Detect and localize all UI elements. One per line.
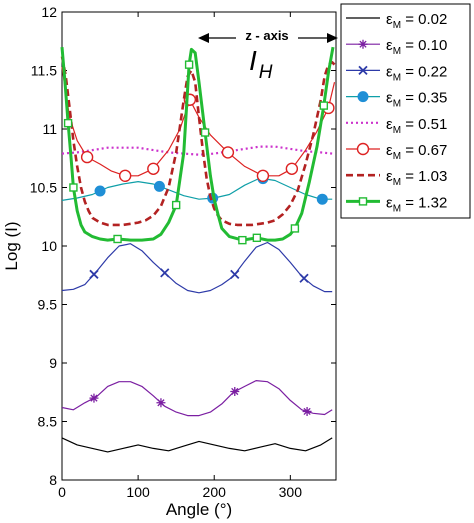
x-axis-label: Angle (°) xyxy=(166,500,232,519)
y-tick-label: 8.5 xyxy=(38,414,58,430)
z-axis-label: z - axis xyxy=(245,28,288,43)
circle-marker xyxy=(147,162,160,175)
dot-marker xyxy=(316,193,328,205)
series-7 xyxy=(60,46,335,245)
square-marker xyxy=(171,200,181,210)
series-line xyxy=(61,241,333,294)
square-marker xyxy=(358,197,368,206)
circle-marker xyxy=(356,142,370,156)
legend-entry: εM = 0.51 xyxy=(346,116,447,136)
y-axis-label: Log (I) xyxy=(2,221,21,270)
x-tick-label: 0 xyxy=(58,484,66,500)
y-tick-label: 9 xyxy=(49,355,57,371)
legend-entry: εM = 0.22 xyxy=(346,63,447,83)
x-marker xyxy=(160,268,170,278)
x-tick-label: 200 xyxy=(203,484,227,500)
series-line xyxy=(61,437,333,453)
circle-marker xyxy=(80,150,94,164)
x-tick-label: 300 xyxy=(279,484,303,500)
series-6 xyxy=(60,56,336,227)
series-line xyxy=(60,56,336,227)
star-marker xyxy=(302,406,312,416)
legend-label: εM = 0.10 xyxy=(386,37,447,57)
star-marker xyxy=(230,386,240,396)
circle-marker xyxy=(221,146,235,159)
z-axis-arrow-left-head xyxy=(198,33,209,43)
legend-entry: εM = 0.10 xyxy=(346,37,447,57)
z-axis-arrow-right-head xyxy=(327,33,338,43)
series-line xyxy=(61,177,333,201)
square-marker xyxy=(319,101,329,110)
x-marker xyxy=(89,269,99,279)
square-marker xyxy=(69,183,78,192)
square-marker xyxy=(184,60,194,69)
series-line xyxy=(61,145,333,156)
series-line xyxy=(61,380,333,417)
legend-label: εM = 0.35 xyxy=(386,90,447,110)
legend-entry: εM = 1.03 xyxy=(346,168,447,188)
legend-entry: εM = 0.35 xyxy=(346,90,447,110)
y-tick-label: 10.5 xyxy=(30,180,57,196)
square-marker xyxy=(63,118,73,128)
legend-label: εM = 1.03 xyxy=(386,168,447,188)
legend-label: εM = 1.32 xyxy=(386,194,447,214)
x-tick-label: 100 xyxy=(126,484,150,500)
series-line xyxy=(60,46,335,242)
x-marker xyxy=(299,273,309,283)
series-2 xyxy=(61,241,333,294)
y-tick-label: 8 xyxy=(49,472,57,488)
star-marker xyxy=(358,39,368,49)
y-tick-label: 9.5 xyxy=(38,297,58,313)
legend-entry: εM = 1.32 xyxy=(346,194,447,214)
y-tick-label: 10 xyxy=(41,238,57,254)
dot-marker xyxy=(357,91,369,103)
circle-marker xyxy=(118,169,132,183)
legend xyxy=(340,3,471,219)
square-marker xyxy=(252,233,262,243)
y-tick-label: 11 xyxy=(42,121,57,137)
legend-label: εM = 0.51 xyxy=(386,116,447,136)
legend-entry: εM = 0.02 xyxy=(346,11,447,31)
square-marker xyxy=(113,234,122,244)
z-axis-label-background xyxy=(236,27,298,45)
series-4 xyxy=(61,145,333,156)
series-layer xyxy=(60,46,336,453)
series-0 xyxy=(61,437,333,453)
series-1 xyxy=(61,380,333,417)
y-tick-label: 11.5 xyxy=(31,63,57,79)
square-marker xyxy=(238,235,247,245)
star-marker xyxy=(156,398,166,408)
legend-label: εM = 0.22 xyxy=(386,63,447,83)
dot-marker xyxy=(94,185,106,197)
legend-entries: εM = 0.02 εM = 0.10 εM = 0.22 εM = 0.35 εM =… xyxy=(346,11,447,214)
square-marker xyxy=(290,224,300,233)
y-tick-label: 12 xyxy=(41,4,57,20)
x-marker xyxy=(230,269,240,280)
circle-marker xyxy=(285,162,299,175)
x-marker xyxy=(358,65,368,76)
legend-label: εM = 0.02 xyxy=(386,11,447,31)
dot-marker xyxy=(153,180,165,192)
tick-layer: 0 100 200 300 8 8.5 9 9.5 10 10.5 11 11.5 12 xyxy=(30,4,336,500)
star-marker xyxy=(89,393,99,403)
legend-entry: εM = 0.67 xyxy=(346,142,447,162)
square-marker xyxy=(200,128,210,137)
circle-marker xyxy=(256,169,270,183)
legend-label: εM = 0.67 xyxy=(386,142,447,162)
